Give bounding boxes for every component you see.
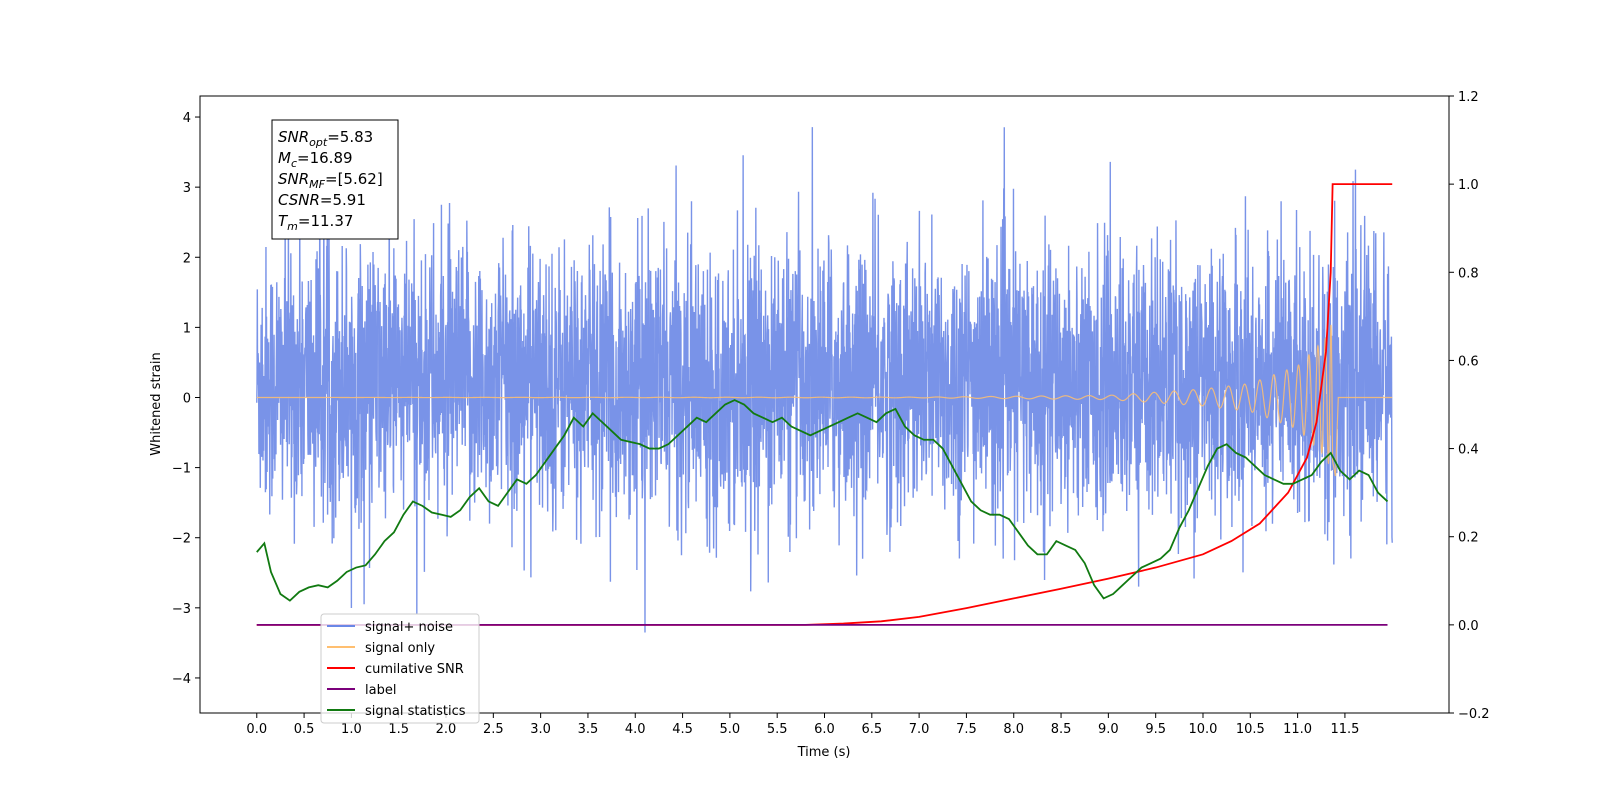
x-tick-label: 7.0 — [909, 722, 930, 737]
legend-entry: cumilative SNR — [365, 662, 464, 677]
y-left-tick-label: 0 — [183, 391, 191, 406]
x-tick-label: 2.5 — [483, 722, 504, 737]
annotation-line: CSNR=5.91 — [278, 191, 366, 209]
y-right-tick-label: 0.8 — [1458, 266, 1479, 281]
x-tick-label: 9.0 — [1098, 722, 1119, 737]
series-signal-noise — [256, 127, 1393, 633]
x-tick-label: 11.0 — [1283, 722, 1312, 737]
y-left-tick-label: −4 — [172, 672, 191, 687]
x-tick-label: 3.5 — [578, 722, 599, 737]
series-cumulative-snr — [256, 183, 1393, 626]
annotation-subscript: m — [287, 220, 298, 233]
annotation-symbol: M — [278, 149, 291, 167]
y-right-tick-label: −0.2 — [1458, 707, 1490, 722]
annotation-value: =[5.62] — [325, 170, 383, 188]
annotation-value: =5.91 — [320, 191, 366, 209]
annotation-symbol: CSNR — [278, 191, 320, 209]
annotation-subscript: c — [291, 157, 297, 170]
y-left-tick-label: −2 — [172, 532, 191, 547]
annotation-line: Mc=16.89 — [278, 149, 353, 170]
y-right-tick-label: 0.4 — [1458, 443, 1479, 458]
annotation-value: =5.83 — [327, 128, 373, 146]
legend-entry: signal+ noise — [365, 620, 453, 635]
annotation-value: =11.37 — [298, 212, 354, 230]
x-tick-label: 9.5 — [1145, 722, 1166, 737]
x-tick-label: 4.0 — [625, 722, 646, 737]
y-left-tick-label: 1 — [183, 321, 191, 336]
x-tick-label: 6.5 — [861, 722, 882, 737]
legend-entry: signal statistics — [365, 704, 466, 719]
annotation-line: SNRMF=[5.62] — [278, 170, 383, 191]
x-axis-label: Time (s) — [797, 745, 851, 760]
annotation-subscript: opt — [309, 136, 328, 149]
x-tick-label: 10.5 — [1236, 722, 1265, 737]
x-tick-label: 0.5 — [294, 722, 315, 737]
y-left-tick-label: 3 — [183, 181, 191, 196]
annotation-box: SNRopt=5.83Mc=16.89SNRMF=[5.62]CSNR=5.91… — [271, 119, 399, 240]
x-tick-label: 3.0 — [530, 722, 551, 737]
x-tick-label: 8.5 — [1051, 722, 1072, 737]
x-tick-label: 8.0 — [1003, 722, 1024, 737]
annotation-line: SNRopt=5.83 — [278, 128, 373, 149]
annotation-box-frame — [271, 119, 399, 240]
annotation-symbol: SNR — [278, 170, 309, 188]
x-tick-label: 11.5 — [1330, 722, 1359, 737]
legend-entry: label — [365, 683, 396, 698]
y-right-tick-label: 0.2 — [1458, 531, 1479, 546]
x-tick-label: 5.0 — [720, 722, 741, 737]
y-axis-label-left: Whitened strain — [149, 352, 164, 455]
x-tick-label: 2.0 — [436, 722, 457, 737]
y-right-tick-label: 1.2 — [1458, 90, 1479, 105]
annotation-symbol: SNR — [278, 128, 309, 146]
x-tick-label: 7.5 — [956, 722, 977, 737]
annotation-line: Tm=11.37 — [278, 212, 353, 233]
legend-entry: signal only — [365, 641, 435, 656]
x-tick-label: 5.5 — [767, 722, 788, 737]
series-signal-statistics — [256, 399, 1389, 602]
annotation-symbol: T — [278, 212, 289, 230]
y-left-tick-label: −1 — [172, 462, 191, 477]
y-left-tick-label: 2 — [183, 251, 191, 266]
y-right-tick-label: 0.0 — [1458, 619, 1479, 634]
annotation-value: =16.89 — [297, 149, 353, 167]
x-tick-label: 6.0 — [814, 722, 835, 737]
x-tick-label: 10.0 — [1189, 722, 1218, 737]
y-left-tick-label: 4 — [183, 111, 191, 126]
y-right-tick-label: 1.0 — [1458, 178, 1479, 193]
annotation-subscript: MF — [309, 178, 325, 191]
legend-frame — [320, 613, 480, 724]
y-right-tick-label: 0.6 — [1458, 354, 1479, 369]
x-tick-label: 1.0 — [341, 722, 362, 737]
ticks-layer: 0.0 0.5 1.0 1.5 2.0 2.5 3.0 3.5 4.0 4.5 5.0 5.5 6.0 6… — [172, 90, 1490, 737]
x-tick-label: 1.5 — [388, 722, 409, 737]
series-layer — [256, 127, 1393, 633]
x-tick-label: 4.5 — [672, 722, 693, 737]
y-left-tick-label: −3 — [172, 602, 191, 617]
x-tick-label: 0.0 — [246, 722, 267, 737]
series-signal-only — [256, 324, 1393, 477]
legend: signal+ noise signal only cumilative SNR la… — [320, 613, 480, 724]
